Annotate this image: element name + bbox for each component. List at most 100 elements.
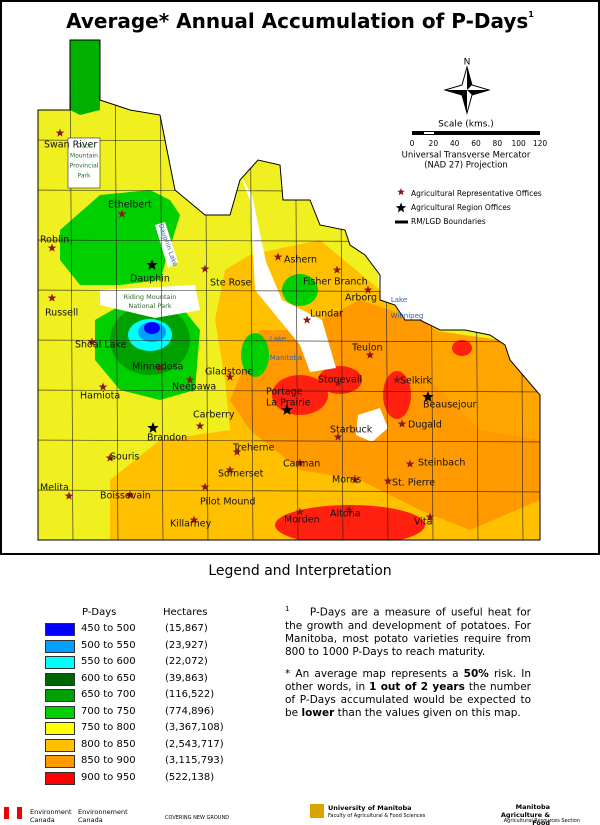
range: 550 to 600 [81,656,136,667]
hectares: (774,896) [165,705,215,717]
swatch [45,623,75,636]
place-label: Melita [40,483,69,494]
place-label: Portage [266,387,303,398]
hectares: (22,072) [165,656,208,667]
feature-label: Winnipeg [391,312,424,320]
notes: 1 P-Days are a measure of useful heat fo… [285,603,531,729]
office-star [397,419,407,428]
place-label: Steinbach [418,458,465,469]
office-star [302,315,312,324]
map-legend-label: Agricultural Region Offices [411,203,511,212]
place-label: Roblin [40,235,69,246]
place-label: Souris [110,452,139,463]
feature-label: Lake [391,296,407,304]
place-label: Lundar [310,309,343,320]
range: 700 to 750 [81,705,136,717]
swatch [45,722,75,735]
note-segment: 1 out of 2 years [369,680,465,693]
office-star [147,422,159,433]
map-legend-label: Agricultural Representative Offices [411,189,542,198]
footer-text: Manitoba Agriculture & Food [500,803,550,825]
feature-label: National Park [128,302,171,310]
duck-mountain-box [67,137,101,189]
place-label: Ste Rose [210,278,252,289]
rm-line [38,389,540,393]
zone-700-750 [60,190,180,285]
north-arrow-fill [462,90,489,113]
flag-icon [4,807,22,819]
footer-text: Faculty of Agricultural & Food Sciences [328,813,426,819]
office-star [344,505,354,514]
range: 850 to 900 [81,755,136,766]
note-segment: the number of P-Days accumulated would b… [285,680,532,719]
office-star [333,378,343,387]
place-label: Carberry [193,410,235,421]
zone-450-500 [144,322,160,334]
hectares: (15,867) [165,623,208,634]
office-star [155,363,165,372]
feature-label: Provincial [70,163,99,170]
park-area [100,285,200,318]
hectares: (522,138) [165,771,215,783]
markers: Swan River Ethelbert Roblin Dauphin Ste Rose… [40,128,476,530]
place-label: Stonevall [318,375,362,386]
feature-label: Duck [76,143,92,150]
office-star [333,432,343,441]
place-label: Selkirk [400,376,433,387]
column-header: Hectares [163,607,208,618]
place-label: Neepawa [172,382,216,393]
lake-manitoba [240,175,336,372]
feature-label: Riding Mountain [124,293,177,301]
scale-tick: 40 [450,139,460,148]
footer-text: Environment Canada [30,808,72,824]
place-label: Vita [414,517,432,528]
swatch [45,705,75,719]
hectares: (3,115,793) [165,755,224,766]
rm-line [69,40,74,540]
note-2: * An average map represents a 50% risk. … [285,668,531,720]
office-star [185,375,195,384]
feature-label: Lake [270,335,286,343]
place-label: Fisher Branch [303,277,368,288]
office-star [232,447,242,456]
zone-700-750 [241,333,269,377]
office-star [395,202,407,213]
scale-bar [412,131,540,135]
hectares: (23,927) [165,639,208,651]
swatch [45,639,75,653]
office-star [64,491,74,500]
range: 650 to 700 [81,689,136,700]
zone-900-950 [318,366,362,394]
place-label: Russell [45,308,78,319]
office-star [225,465,235,474]
office-star [397,188,405,196]
office-star [195,421,205,430]
place-label: Teulon [351,343,383,354]
swatch [45,689,75,702]
map-legend-label: RM/LGD Boundaries [411,217,486,226]
note-segment: 50% [463,667,489,680]
place-label: Shoal Lake [75,340,127,351]
hectares: (116,522) [165,689,215,700]
office-star [225,372,235,381]
range: 800 to 850 [81,738,136,750]
map: Average* Annual Accumulation of P-Days 1 … [0,0,600,800]
place-label: Carman [283,459,320,470]
rm-line [38,439,540,443]
choropleth [38,40,540,540]
zone-900-950 [452,340,472,356]
range: 450 to 500 [81,623,136,634]
range: 900 to 950 [81,771,136,783]
note-text: P-Days are a measure of useful heat for … [285,606,531,658]
place-label: Killarney [170,519,212,530]
office-star [273,252,283,261]
zone-900-950 [275,505,425,540]
note-1: 1 P-Days are a measure of useful heat fo… [285,603,531,659]
place-label: Minnedosa [132,362,183,373]
office-star [55,128,65,137]
office-star [189,515,199,524]
rm-line [114,40,119,540]
hectares: (39,863) [165,672,208,684]
office-star [392,375,402,384]
